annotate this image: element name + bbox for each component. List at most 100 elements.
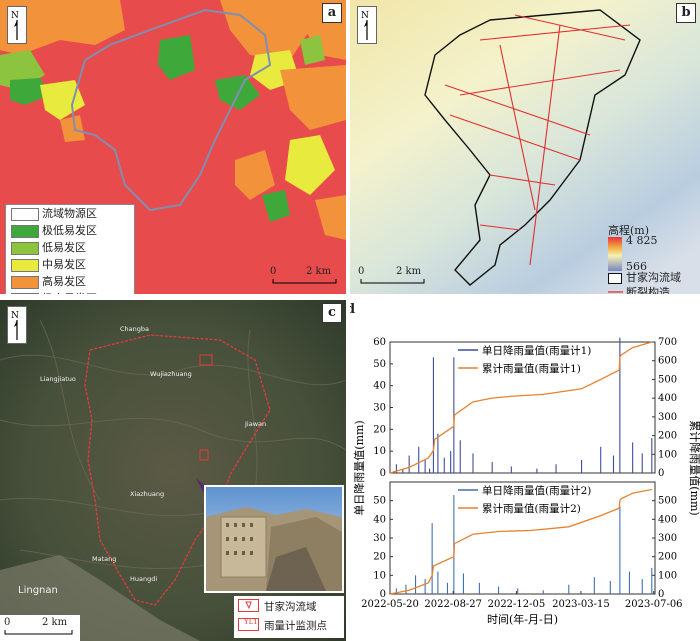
legend-item: 低易发区 — [6, 239, 134, 256]
legend-item: 高易发区 — [6, 273, 134, 290]
scale-start: 0 — [4, 617, 11, 628]
place-name: Lingnan — [18, 585, 58, 596]
gauge-marker — [199, 449, 209, 461]
legend-label: 低易发区 — [42, 241, 86, 254]
high-zone-patch — [0, 0, 125, 55]
basin-outline-c — [84, 334, 271, 606]
y-left-tick-label: 20 — [373, 424, 386, 435]
y-right-tick-label: 500 — [658, 374, 677, 385]
x-tick-label: 2022-12-05 — [488, 599, 546, 610]
place-name: Xiazhuang — [130, 490, 165, 498]
cumulative-rain-line — [389, 488, 652, 595]
elevation-map — [350, 0, 700, 294]
legend-label-cumulative: 累计雨量值(雨量计1) — [482, 362, 581, 375]
y-right-tick-label: 0 — [658, 468, 664, 479]
place-name: Jiawan — [245, 420, 267, 428]
x-tick-label: 2023-03-15 — [552, 599, 610, 610]
basin-label-c: 甘家沟流域 — [264, 601, 317, 613]
panel-a-susceptibility-map: N a 流域物源区极低易发区低易发区中易发区高易发区极高易发区 0 2 km — [0, 0, 346, 294]
place-name: Wujiazhuang — [150, 370, 192, 378]
field-photo-inset — [204, 485, 344, 593]
fault-legend-row: 断裂构造 — [606, 285, 698, 294]
y-left-tick-label: 50 — [373, 496, 386, 507]
fault-label-b: 断裂构造 — [626, 286, 670, 294]
place-name: Changba — [120, 325, 149, 333]
legend-swatch — [11, 259, 39, 272]
legend-label: 中易发区 — [42, 258, 86, 271]
legend-swatch — [11, 293, 39, 294]
y-left-tick-label: 20 — [373, 552, 386, 563]
very-low-zone-patch — [262, 190, 290, 222]
y-left-tick-label: 10 — [373, 570, 386, 581]
north-label: N — [11, 11, 19, 21]
place-name: Liangjiatuo — [40, 375, 76, 383]
high-zone-patch — [60, 115, 85, 142]
place-name: Matang — [92, 555, 117, 563]
very-low-zone-patch — [10, 78, 50, 105]
y-left-tick-label: 30 — [373, 533, 386, 544]
y-left-tick-label: 0 — [380, 468, 386, 479]
scale-end: 2 km — [396, 266, 422, 277]
high-zone-patch — [280, 65, 346, 130]
north-arrow: N — [357, 6, 377, 44]
scale-bar-a: 0 2 km — [270, 266, 340, 288]
gauge-marker-label: YL1 — [244, 618, 258, 626]
y-right-tick-label: 400 — [658, 393, 677, 404]
x-tick-label: 2022-08-27 — [424, 599, 482, 610]
legend-swatch — [11, 208, 39, 221]
y-right-tick-label: 400 — [658, 514, 677, 525]
y-right-tick-label: 100 — [658, 449, 677, 460]
basin-outline — [70, 8, 272, 212]
dem-background — [350, 0, 700, 294]
legend-swatch — [11, 242, 39, 255]
legend-label-daily: 单日降雨量值(雨量计1) — [482, 344, 591, 357]
high-zone-patch — [235, 150, 275, 200]
y-right-tick-label: 300 — [658, 412, 677, 423]
scale-bar-b: 0 2 km — [358, 266, 428, 288]
scale-end: 2 km — [306, 266, 332, 277]
fault-lines — [444, 14, 631, 266]
y-left-tick-label: 60 — [373, 337, 386, 348]
legend-item: 极低易发区 — [6, 222, 134, 239]
y-left-tick-label: 10 — [373, 446, 386, 457]
y-left-axis-label: 单日降雨量值(mm) — [352, 420, 366, 515]
scale-start: 0 — [270, 266, 277, 277]
legend-item: 流域物源区 — [6, 205, 134, 222]
y-right-tick-label: 500 — [658, 496, 677, 507]
y-left-tick-label: 30 — [373, 403, 386, 414]
scale-bar-c: 0 2 km — [0, 615, 80, 641]
plot-frame — [389, 341, 656, 474]
elevation-max: 4 825 — [626, 234, 658, 247]
y-right-axis-label: 累计降雨量值(mm) — [688, 420, 700, 515]
basin-label-b: 甘家沟流域 — [626, 271, 681, 284]
ridge-lines — [0, 319, 346, 570]
y-right-tick-label: 700 — [658, 337, 677, 348]
rainfall-chart: 01020304050600100200300400500600700单日降雨量… — [352, 337, 700, 626]
scale-end: 2 km — [42, 617, 68, 628]
x-axis-label: 时间(年-月-日) — [487, 612, 558, 626]
y-right-tick-label: 300 — [658, 533, 677, 544]
basin-gauge-legend: 甘家沟流域 YL1 雨量计监测点 — [234, 596, 344, 638]
scale-start: 0 — [358, 266, 365, 277]
elevation-legend-title: 高程(m) — [608, 224, 650, 237]
x-tick-label: 2023-07-06 — [625, 599, 683, 610]
y-right-tick-label: 200 — [658, 431, 677, 442]
north-arrow: N — [7, 6, 27, 44]
elevation-min: 566 — [626, 260, 647, 273]
legend-label-cumulative: 累计雨量值(雨量计2) — [482, 502, 581, 515]
legend-item: 中易发区 — [6, 256, 134, 273]
high-zone-patch — [220, 0, 310, 60]
panel-b-elevation-map: N b 高程(m) 4 825 566 甘家沟流域 断裂构造 0 2 km — [350, 0, 700, 294]
y-right-tick-label: 100 — [658, 570, 677, 581]
basin-fault-legend: 甘家沟流域 — [606, 271, 698, 294]
high-zone-patch — [315, 195, 346, 240]
north-arrow: N — [7, 306, 27, 344]
x-tick-label: 2022-05-20 — [361, 599, 419, 610]
legend-label: 极高易发区 — [42, 290, 97, 294]
place-name: Huangdi — [130, 575, 158, 583]
cumulative-rain-line — [389, 341, 652, 474]
legend-swatch — [11, 225, 39, 238]
field-photo — [206, 487, 342, 591]
panel-letter-c: c — [322, 303, 342, 323]
panel-c-satellite-map: Changba Lingnan Huangdi Wujiazhuang Liangjia… — [0, 300, 346, 641]
